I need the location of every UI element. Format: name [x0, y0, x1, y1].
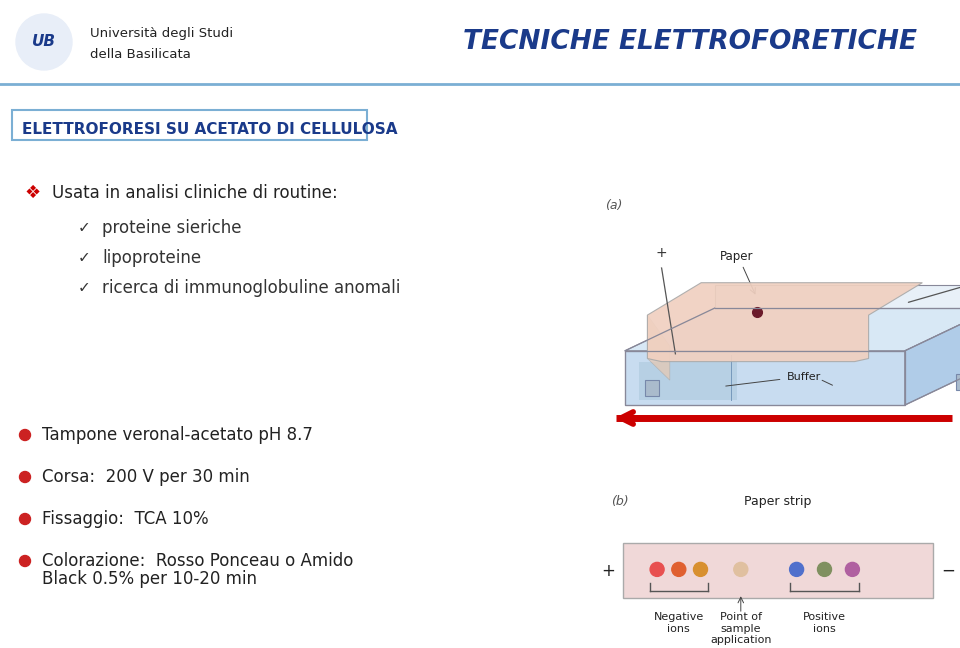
Text: proteine sieriche: proteine sieriche: [102, 219, 242, 237]
Text: +: +: [601, 562, 615, 579]
Polygon shape: [639, 362, 737, 400]
Bar: [644, 380, 659, 396]
Polygon shape: [625, 351, 905, 405]
Text: Fissaggio:  TCA 10%: Fissaggio: TCA 10%: [42, 510, 208, 528]
Text: UB: UB: [32, 34, 56, 49]
Text: Paper: Paper: [720, 249, 754, 262]
Text: ricerca di immunoglobuline anomali: ricerca di immunoglobuline anomali: [102, 279, 400, 297]
Text: Negative
ions: Negative ions: [654, 612, 704, 634]
Text: della Basilicata: della Basilicata: [90, 49, 191, 62]
Text: Corsa:  200 V per 30 min: Corsa: 200 V per 30 min: [42, 468, 250, 486]
Text: ❖: ❖: [25, 184, 41, 202]
Circle shape: [818, 562, 831, 577]
Circle shape: [19, 513, 31, 524]
Circle shape: [693, 562, 708, 577]
Circle shape: [8, 6, 80, 78]
Circle shape: [789, 562, 804, 577]
Text: Point of
sample
application: Point of sample application: [710, 612, 772, 645]
Text: Tampone veronal-acetato pH 8.7: Tampone veronal-acetato pH 8.7: [42, 426, 313, 444]
Polygon shape: [647, 315, 670, 380]
Text: Colorazione:  Rosso Ponceau o Amido: Colorazione: Rosso Ponceau o Amido: [42, 552, 353, 570]
Text: ✓: ✓: [78, 251, 91, 266]
Polygon shape: [905, 308, 960, 405]
Text: Università degli Studi: Università degli Studi: [90, 27, 233, 40]
Circle shape: [19, 430, 31, 441]
Circle shape: [19, 472, 31, 483]
Polygon shape: [647, 283, 923, 362]
Text: Positive
ions: Positive ions: [803, 612, 846, 634]
Circle shape: [846, 562, 859, 577]
Bar: [956, 373, 960, 389]
Text: −: −: [941, 562, 955, 579]
Text: Buffer: Buffer: [786, 372, 821, 382]
Text: +: +: [656, 246, 667, 260]
Polygon shape: [625, 308, 960, 351]
Text: TECNICHE ELETTROFORETICHE: TECNICHE ELETTROFORETICHE: [463, 29, 917, 55]
Polygon shape: [714, 285, 960, 308]
Text: (a): (a): [605, 199, 622, 212]
Circle shape: [733, 562, 748, 577]
Bar: [623, 543, 933, 598]
Text: Black 0.5% per 10-20 min: Black 0.5% per 10-20 min: [42, 570, 257, 588]
Text: lipoproteine: lipoproteine: [102, 249, 202, 267]
Circle shape: [672, 562, 685, 577]
Text: (b): (b): [611, 494, 629, 507]
Text: ✓: ✓: [78, 281, 91, 295]
Circle shape: [19, 555, 31, 566]
Circle shape: [650, 562, 664, 577]
Text: ✓: ✓: [78, 220, 91, 235]
Text: ELETTROFORESI SU ACETATO DI CELLULOSA: ELETTROFORESI SU ACETATO DI CELLULOSA: [22, 122, 397, 137]
Circle shape: [647, 238, 676, 267]
Text: Paper strip: Paper strip: [744, 494, 812, 507]
Circle shape: [16, 14, 72, 70]
Text: Usata in analisi cliniche di routine:: Usata in analisi cliniche di routine:: [52, 184, 338, 202]
Bar: [12, 110, 367, 140]
